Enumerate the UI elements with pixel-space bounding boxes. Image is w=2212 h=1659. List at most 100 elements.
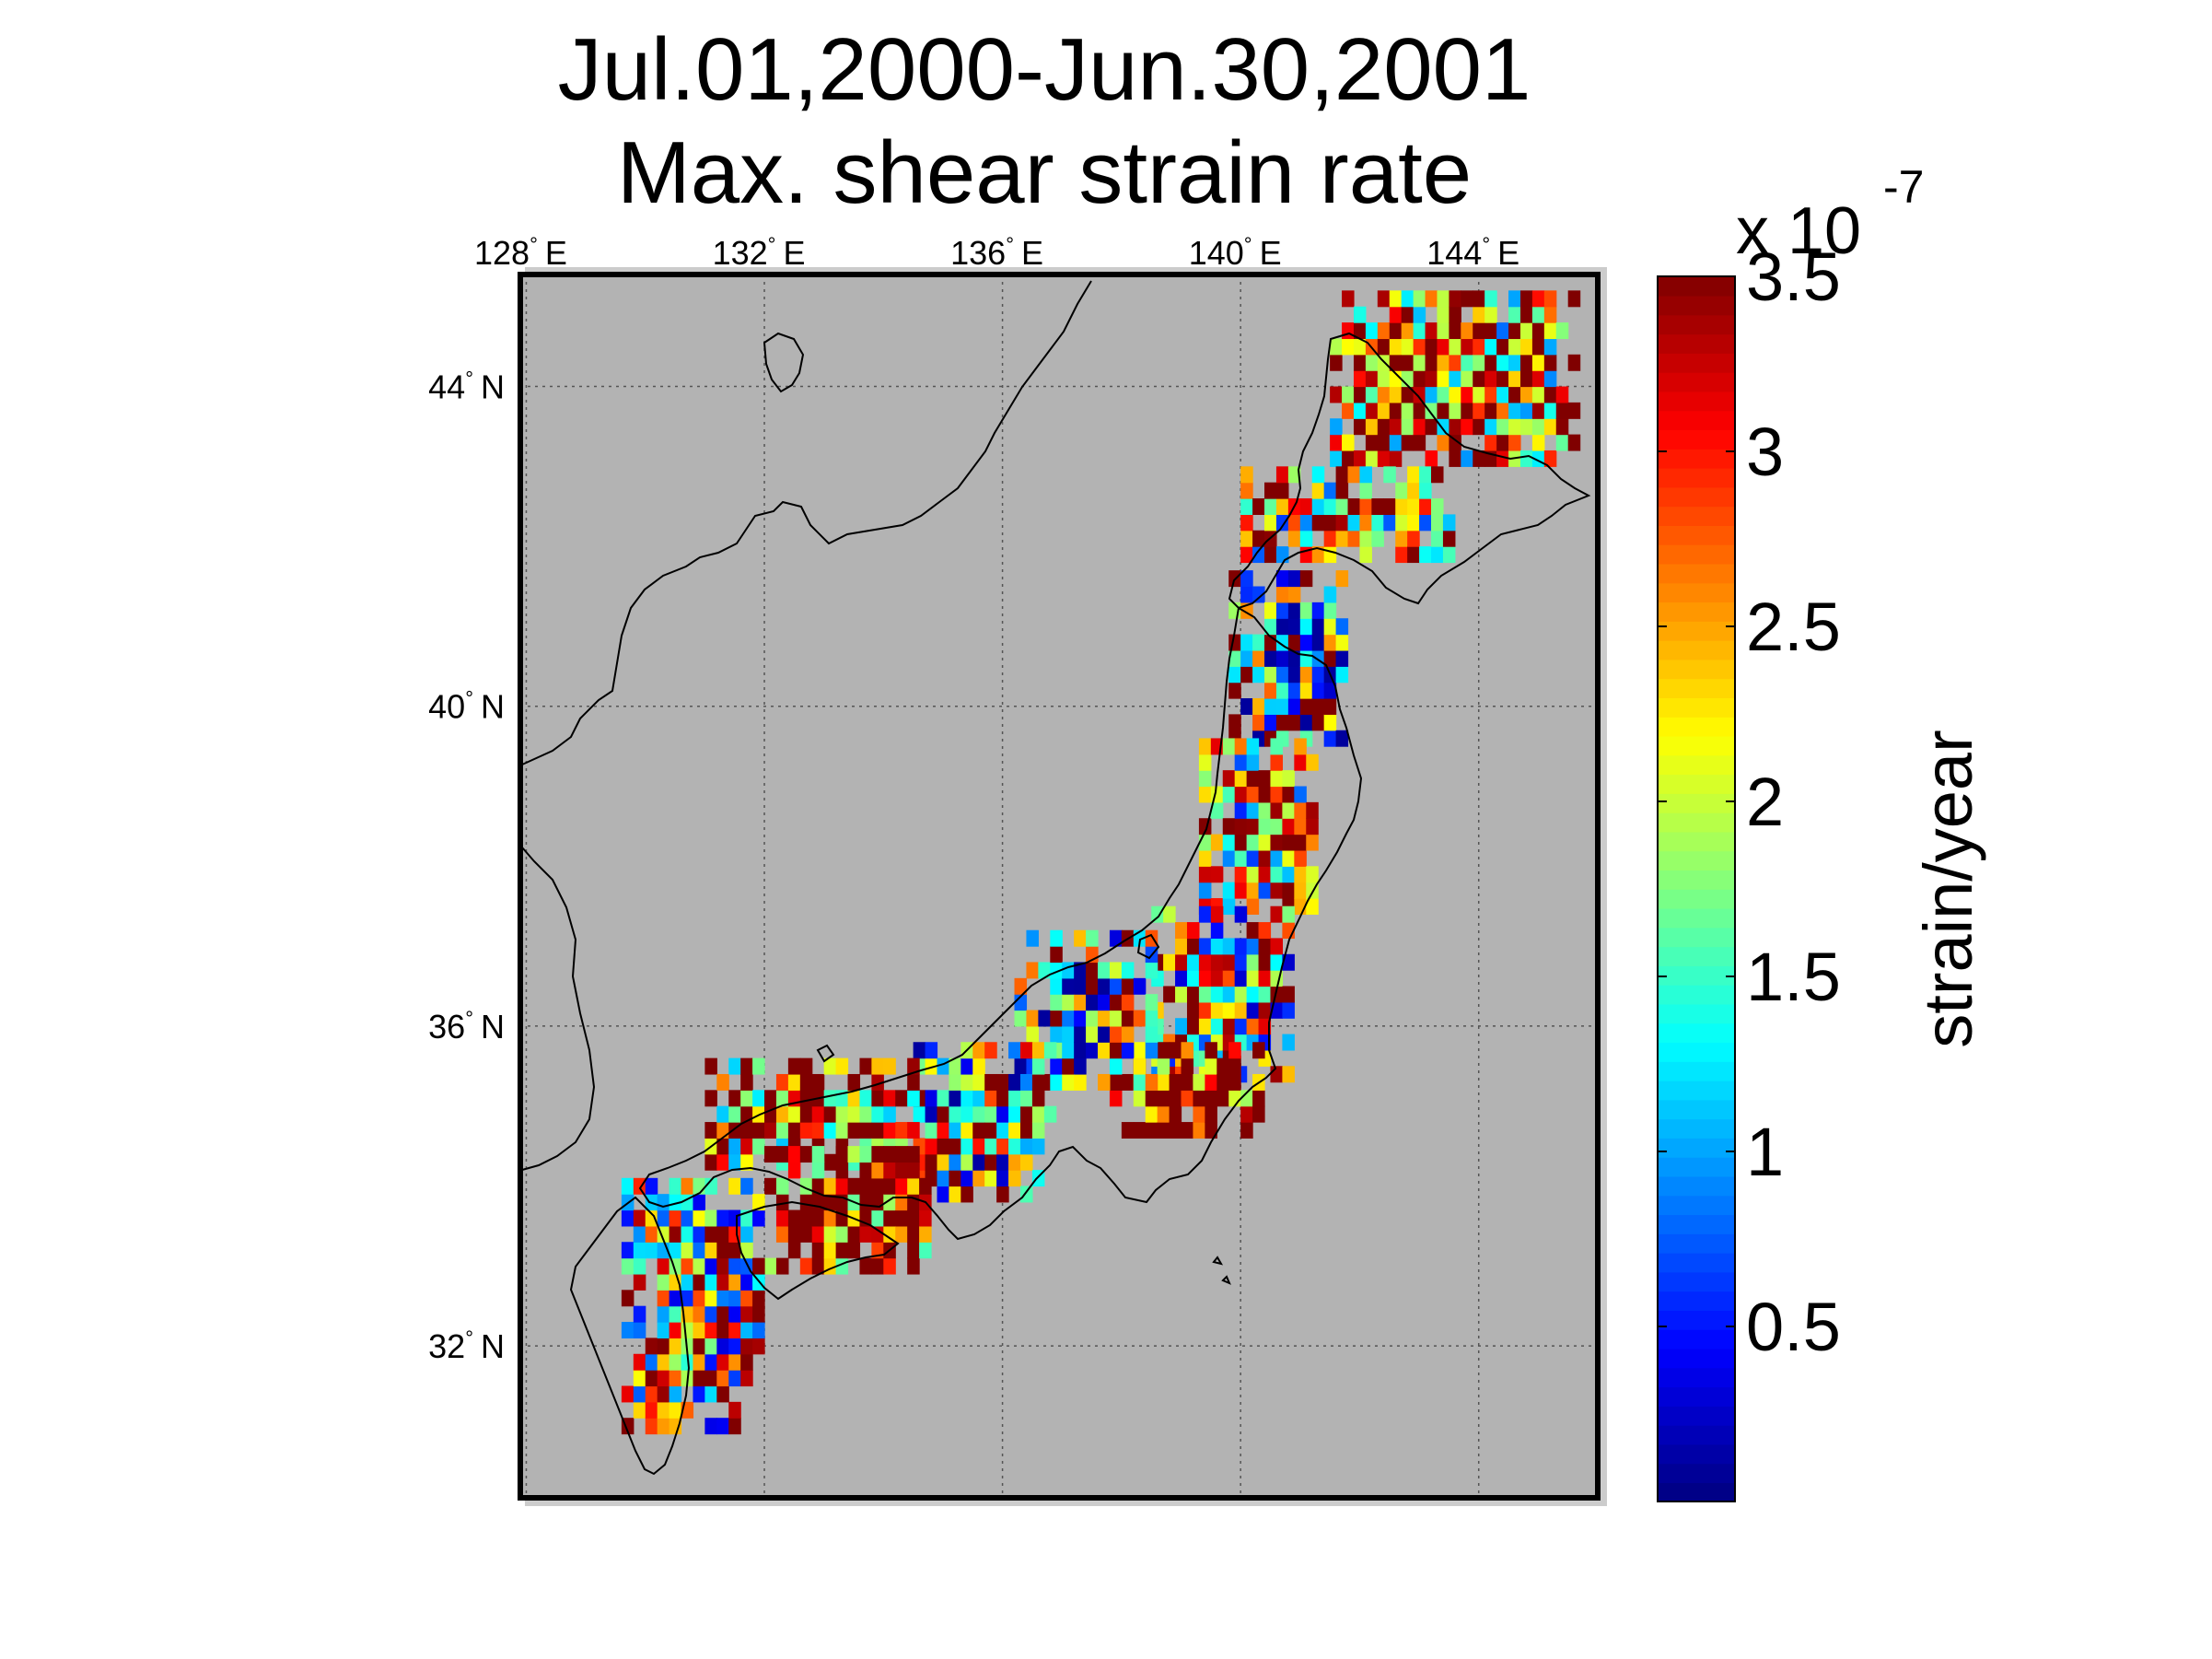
strain-cell bbox=[1275, 498, 1289, 515]
strain-cell bbox=[740, 1290, 753, 1307]
strain-cell bbox=[1508, 402, 1521, 419]
strain-cell bbox=[1449, 306, 1461, 323]
strain-cell bbox=[949, 1122, 961, 1139]
strain-cell bbox=[1043, 1105, 1057, 1123]
strain-cell bbox=[1258, 866, 1272, 883]
strain-cell bbox=[716, 1305, 729, 1323]
strain-cell bbox=[1389, 386, 1403, 403]
strain-cell bbox=[1198, 1001, 1212, 1019]
strain-cell bbox=[996, 1122, 1009, 1139]
strain-cell bbox=[1252, 714, 1265, 731]
strain-cell bbox=[1519, 306, 1533, 323]
strain-cell bbox=[1335, 618, 1349, 636]
strain-cell bbox=[1240, 466, 1253, 484]
strain-cell bbox=[1311, 618, 1325, 636]
strain-cell bbox=[704, 1322, 717, 1339]
strain-cell bbox=[871, 1105, 884, 1123]
strain-cell bbox=[907, 1177, 920, 1195]
strain-cell bbox=[1335, 666, 1349, 683]
colorbar-tick-label: 3 bbox=[1746, 414, 1784, 490]
strain-cell bbox=[1431, 466, 1444, 484]
strain-cell bbox=[984, 1105, 997, 1123]
strain-cell bbox=[1252, 634, 1265, 651]
strain-cell bbox=[1407, 514, 1420, 532]
strain-cell bbox=[1222, 770, 1236, 788]
strain-cell bbox=[1240, 1090, 1253, 1107]
strain-cell bbox=[1210, 1018, 1224, 1035]
strain-cell bbox=[972, 1122, 985, 1139]
strain-cell bbox=[1014, 1057, 1028, 1075]
strain-cell bbox=[681, 1273, 694, 1291]
strain-cell bbox=[1335, 498, 1349, 515]
strain-cell bbox=[1299, 682, 1313, 699]
strain-cell bbox=[1252, 530, 1265, 547]
strain-cell bbox=[1246, 786, 1260, 803]
strain-cell bbox=[740, 1073, 753, 1091]
strain-cell bbox=[859, 1057, 872, 1075]
strain-cell bbox=[1193, 1122, 1205, 1139]
strain-cell bbox=[669, 1338, 682, 1355]
strain-cell bbox=[937, 1122, 950, 1139]
strain-cell bbox=[1353, 450, 1367, 467]
strain-cell bbox=[787, 1242, 801, 1259]
strain-cell bbox=[1342, 290, 1355, 308]
strain-cell bbox=[645, 1401, 658, 1419]
strain-cell bbox=[1210, 834, 1224, 851]
strain-cell bbox=[1234, 770, 1248, 788]
strain-cell bbox=[657, 1401, 670, 1419]
strain-cell bbox=[1169, 1090, 1182, 1107]
strain-cell bbox=[1240, 666, 1253, 683]
strain-cell bbox=[1401, 354, 1415, 371]
strain-cell bbox=[1270, 1066, 1284, 1083]
latitude-tick-label: 44° N bbox=[428, 368, 505, 406]
strain-cell bbox=[1484, 338, 1497, 356]
strain-cell bbox=[775, 1177, 789, 1195]
strain-cell bbox=[1335, 570, 1349, 588]
strain-cell bbox=[1371, 530, 1384, 547]
strain-cell bbox=[799, 1105, 813, 1123]
colorbar-swatch bbox=[1658, 1080, 1735, 1101]
strain-cell bbox=[811, 1177, 825, 1195]
strain-cell bbox=[1181, 1057, 1194, 1075]
strain-cell bbox=[1163, 986, 1176, 1003]
strain-cell bbox=[1531, 338, 1545, 356]
colorbar-swatch bbox=[1658, 831, 1735, 852]
strain-cell bbox=[1163, 953, 1176, 971]
strain-cell bbox=[716, 1153, 729, 1171]
strain-cell bbox=[1425, 338, 1438, 356]
strain-cells bbox=[621, 290, 1581, 1435]
strain-cell bbox=[859, 1194, 872, 1211]
map-frame bbox=[518, 272, 1601, 1501]
strain-cell bbox=[1294, 882, 1307, 899]
strain-cell bbox=[1431, 498, 1444, 515]
strain-cell bbox=[1389, 450, 1403, 467]
strain-cell bbox=[1014, 1010, 1028, 1027]
strain-cell bbox=[1282, 801, 1295, 819]
strain-cell bbox=[811, 1105, 825, 1123]
strain-cell bbox=[1234, 882, 1248, 899]
strain-cell bbox=[693, 1242, 705, 1259]
strain-cell bbox=[1431, 530, 1444, 547]
strain-cell bbox=[633, 1242, 646, 1259]
strain-cell bbox=[1246, 801, 1260, 819]
strain-cell bbox=[913, 1105, 926, 1123]
strain-cell bbox=[1531, 418, 1545, 436]
strain-cell bbox=[1442, 514, 1456, 532]
strain-cell bbox=[1246, 754, 1260, 771]
strain-cell bbox=[1383, 466, 1396, 484]
strain-cell bbox=[1186, 1001, 1200, 1019]
strain-cell bbox=[871, 1122, 884, 1139]
strain-cell bbox=[1543, 370, 1557, 388]
strain-cell bbox=[775, 1073, 789, 1091]
strain-cell bbox=[1311, 682, 1325, 699]
strain-cell bbox=[1258, 849, 1272, 867]
strain-cell bbox=[787, 1073, 801, 1091]
strain-cell bbox=[1031, 1057, 1045, 1075]
strain-cell bbox=[657, 1385, 670, 1403]
strain-cell bbox=[1311, 482, 1325, 499]
strain-cell bbox=[1335, 730, 1349, 747]
strain-cell bbox=[1031, 1073, 1045, 1091]
strain-cell bbox=[1234, 801, 1248, 819]
colorbar-swatch bbox=[1658, 716, 1735, 737]
strain-cell bbox=[847, 1177, 861, 1195]
